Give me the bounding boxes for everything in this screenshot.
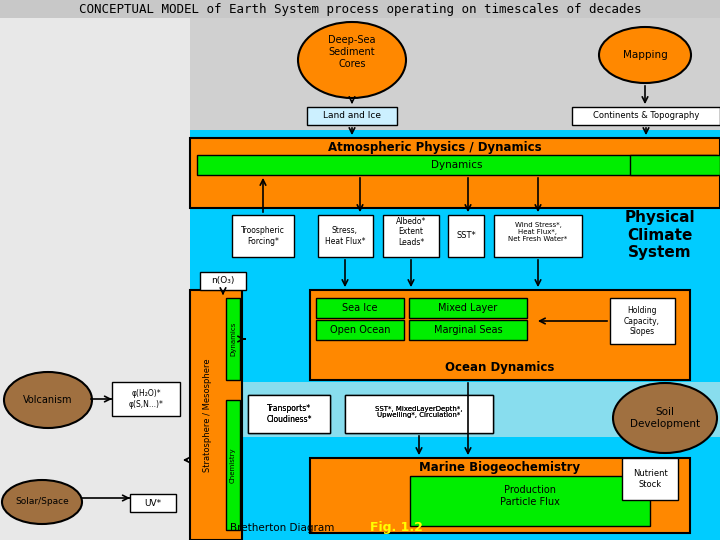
Text: Stratosphere / Mesosphere: Stratosphere / Mesosphere — [204, 358, 212, 472]
Text: Chemistry: Chemistry — [230, 447, 236, 483]
Bar — [310, 290, 690, 380]
Text: Solar/Space: Solar/Space — [15, 497, 69, 507]
Text: Mapping: Mapping — [623, 50, 667, 60]
Bar — [572, 107, 720, 125]
Bar — [610, 298, 675, 344]
Text: Sea Ice: Sea Ice — [342, 303, 378, 313]
Bar — [190, 290, 242, 540]
Text: Dynamics: Dynamics — [431, 160, 482, 170]
Text: CONCEPTUAL MODEL of Earth System process operating on timescales of decades: CONCEPTUAL MODEL of Earth System process… — [78, 3, 642, 16]
Ellipse shape — [613, 383, 717, 453]
Bar — [248, 395, 330, 433]
Bar — [630, 155, 720, 175]
Text: Dynamics: Dynamics — [230, 322, 236, 356]
Bar — [112, 382, 180, 416]
Bar — [409, 320, 527, 340]
Bar — [345, 395, 493, 433]
Text: Physical
Climate
System: Physical Climate System — [625, 210, 696, 260]
Text: Continents & Topography: Continents & Topography — [593, 111, 699, 120]
Bar — [190, 130, 720, 540]
Text: Fig. 1.2: Fig. 1.2 — [370, 521, 423, 534]
Text: SST*: SST* — [456, 232, 476, 240]
Bar — [622, 458, 678, 500]
Bar — [307, 107, 397, 125]
Bar — [226, 298, 240, 380]
Bar — [316, 320, 404, 340]
Text: n(O₃): n(O₃) — [211, 276, 235, 286]
Text: Marine Biogeochemistry: Marine Biogeochemistry — [420, 462, 580, 475]
Bar — [310, 458, 690, 533]
Text: Soil
Development: Soil Development — [630, 407, 700, 429]
Bar — [318, 215, 373, 257]
Text: Troospheric
Forcing*: Troospheric Forcing* — [241, 226, 285, 246]
Bar — [448, 215, 484, 257]
Bar — [190, 382, 720, 437]
Text: Atmospheric Physics / Dynamics: Atmospheric Physics / Dynamics — [328, 140, 542, 153]
Bar — [190, 138, 720, 208]
Ellipse shape — [298, 22, 406, 98]
Text: SST*, MixedLayerDepth*,
Upwelling*, Circulation*: SST*, MixedLayerDepth*, Upwelling*, Circ… — [375, 406, 463, 419]
Bar — [0, 18, 190, 540]
Bar — [345, 395, 493, 433]
Bar — [383, 215, 439, 257]
Bar — [494, 215, 582, 257]
Bar — [316, 298, 404, 318]
Text: Nutrient
Stock: Nutrient Stock — [633, 469, 667, 489]
Text: Bretherton Diagram: Bretherton Diagram — [230, 523, 334, 533]
Text: Volcanism: Volcanism — [23, 395, 73, 405]
Bar — [0, 0, 720, 18]
Ellipse shape — [599, 27, 691, 83]
Text: Albedo*
Extent
Leads*: Albedo* Extent Leads* — [396, 217, 426, 247]
Ellipse shape — [2, 480, 82, 524]
Bar — [409, 298, 527, 318]
Bar — [410, 476, 650, 526]
Bar — [130, 494, 176, 512]
Text: φ(H₂O)*
φ(S,N...)*: φ(H₂O)* φ(S,N...)* — [129, 389, 163, 409]
Text: Marginal Seas: Marginal Seas — [433, 325, 503, 335]
Text: Holding
Capacity,
Slopes: Holding Capacity, Slopes — [624, 306, 660, 336]
Text: Stress,
Heat Flux*: Stress, Heat Flux* — [325, 226, 365, 246]
Bar — [200, 272, 246, 290]
Text: Ocean Dynamics: Ocean Dynamics — [445, 361, 554, 374]
Text: Transports*
Cloudiness*: Transports* Cloudiness* — [266, 404, 312, 424]
Text: UV*: UV* — [145, 498, 161, 508]
Text: Production
Particle Flux: Production Particle Flux — [500, 485, 560, 507]
Bar — [232, 215, 294, 257]
Ellipse shape — [4, 372, 92, 428]
Text: Deep-Sea
Sediment
Cores: Deep-Sea Sediment Cores — [328, 36, 376, 69]
Text: Wind Stress*,
Heat Flux*,
Net Fresh Water*: Wind Stress*, Heat Flux*, Net Fresh Wate… — [508, 222, 567, 242]
Text: Transports*
Cloudiness*: Transports* Cloudiness* — [266, 404, 312, 424]
Bar — [197, 155, 717, 175]
Text: SST*, MixedLayerDepth*,
Upwelling*, Circulation*: SST*, MixedLayerDepth*, Upwelling*, Circ… — [375, 406, 463, 419]
Text: Mixed Layer: Mixed Layer — [438, 303, 498, 313]
Text: Open Ocean: Open Ocean — [330, 325, 390, 335]
Bar — [226, 400, 240, 530]
Text: Land and Ice: Land and Ice — [323, 111, 381, 120]
Bar — [248, 395, 330, 433]
